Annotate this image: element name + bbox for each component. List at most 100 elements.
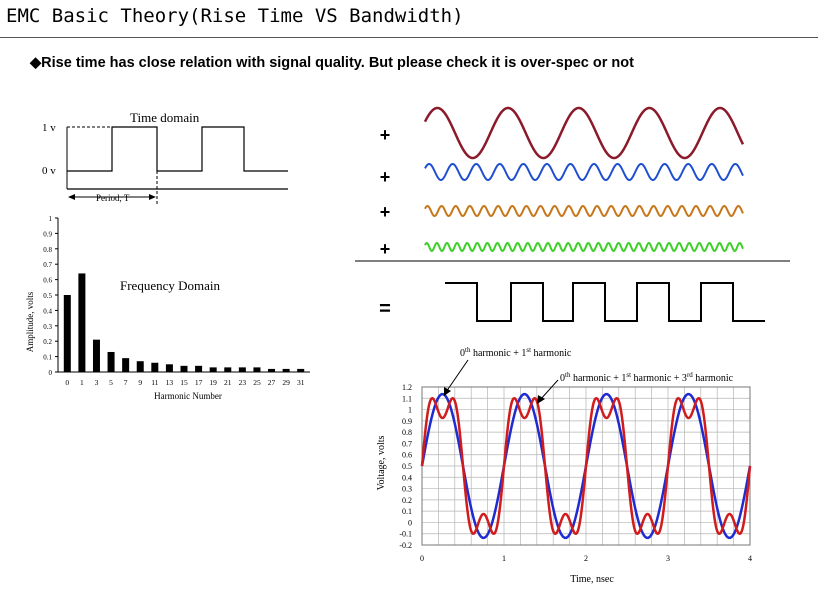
- line-chart-y-tick-label: 0.5: [402, 462, 412, 471]
- line-chart-y-tick-label: 0.2: [402, 496, 412, 505]
- bar-chart-ylabel: Amplitude, volts: [25, 291, 35, 352]
- bar-chart-x-tick-label: 5: [109, 378, 113, 387]
- period-arrow-right-icon: [149, 194, 156, 200]
- annotation-arrow-first: [445, 359, 469, 393]
- line-chart-y-tick-label: 0.7: [402, 439, 412, 448]
- bar-chart-y-tick-label: 0.6: [43, 277, 52, 285]
- harmonic-sum-figure: + + + + =: [355, 106, 790, 322]
- bar-chart-x-tick-label: 19: [209, 378, 217, 387]
- bar-chart-x-tick-label: 0: [65, 378, 69, 387]
- line-chart-y-tick-label: 0: [408, 518, 412, 527]
- bar-chart-x-tick-label: 25: [253, 378, 261, 387]
- harmonic-bar: [151, 362, 159, 372]
- line-chart-y-tick-label: 0.8: [402, 428, 412, 437]
- bar-chart-x-tick-label: 27: [268, 378, 276, 387]
- seventh-harmonic-wave: [424, 241, 744, 253]
- bar-chart-y-tick-label: 1: [49, 215, 53, 223]
- line-chart-y-tick-label: 1: [408, 406, 412, 415]
- annotation-arrowhead-first-icon: [444, 387, 451, 396]
- line-chart-x-tick-label: 1: [502, 554, 506, 563]
- line-chart-x-tick-label: 2: [584, 554, 588, 563]
- bar-chart-x-tick-label: 1: [80, 378, 84, 387]
- diamond-bullet-icon: ◆: [30, 55, 42, 71]
- line-chart-y-tick-label: 0.9: [402, 417, 412, 426]
- annotation-first-harmonic: 0th harmonic + 1st harmonic: [460, 346, 572, 359]
- bar-chart-y-tick-label: 0.3: [43, 323, 52, 331]
- fundamental-first-third-curve: [420, 396, 752, 536]
- bar-chart-y-tick-label: 0.8: [43, 246, 52, 254]
- line-chart-y-tick-label: -0.2: [399, 541, 412, 550]
- plus-sign: +: [380, 125, 391, 145]
- annotation-arrowhead-second-icon: [537, 395, 545, 404]
- harmonic-bar: [78, 273, 86, 372]
- harmonic-bar: [282, 368, 290, 372]
- bar-chart-xlabel: Harmonic Number: [154, 391, 222, 401]
- bar-chart-y-tick-label: 0: [49, 369, 53, 377]
- line-chart-y-tick-label: 0.1: [402, 507, 412, 516]
- line-chart-xlabel: Time, nsec: [570, 574, 614, 585]
- harmonic-bar: [195, 365, 203, 372]
- period-label: Period, T: [96, 193, 130, 203]
- bullet-line: ◆Rise time has close relation with signa…: [30, 55, 634, 71]
- time-domain-figure: Time domain 1 v 0 v Period, T: [42, 110, 288, 205]
- period-arrow-left-icon: [68, 194, 75, 200]
- bar-chart-x-tick-label: 21: [224, 378, 232, 387]
- bar-chart-y-tick-label: 0.9: [43, 230, 52, 238]
- line-chart-y-tick-label: 1.1: [402, 394, 412, 403]
- harmonic-bar: [180, 365, 188, 372]
- bar-chart-y-tick-label: 0.1: [43, 354, 52, 362]
- harmonic-waveform-chart: -0.2 -0.1 0 0.1 0.2 0.3 0.4 0.5 0.6 0.7 0.8 0.9 1 1.1…: [376, 346, 752, 585]
- zero-volt-label: 0 v: [42, 165, 56, 177]
- line-chart-y-tick-label: 0.3: [402, 485, 412, 494]
- bar-chart-y-tick-label: 0.5: [43, 292, 52, 300]
- bar-chart-x-tick-label: 23: [239, 378, 247, 387]
- title-divider: [0, 37, 818, 38]
- line-chart-x-tick-label: 3: [666, 554, 670, 563]
- bar-chart-x-tick-label: 13: [166, 378, 174, 387]
- square-wave: [67, 126, 288, 172]
- annotation-third-harmonic: 0th harmonic + 1st harmonic + 3rd harmon…: [560, 371, 734, 384]
- fundamental-sine-wave: [423, 106, 745, 160]
- resulting-square-wave: [445, 282, 765, 322]
- harmonic-bar: [107, 351, 115, 372]
- equals-sign: =: [379, 298, 391, 320]
- harmonic-bar: [297, 368, 305, 372]
- harmonic-bar: [136, 361, 144, 372]
- harmonic-bar: [92, 339, 100, 372]
- fifth-harmonic-wave: [424, 204, 744, 218]
- line-chart-y-tick-label: 0.4: [402, 473, 412, 482]
- bar-chart-x-tick-label: 9: [138, 378, 142, 387]
- bullet-text: Rise time has close relation with signal…: [41, 55, 634, 71]
- line-chart-y-tick-label: 1.2: [402, 383, 412, 392]
- bar-chart-y-tick-label: 0.4: [43, 307, 52, 315]
- bar-chart-y-tick-label: 0.2: [43, 338, 52, 346]
- one-volt-label: 1 v: [42, 122, 56, 134]
- line-chart-x-tick-label: 4: [748, 554, 752, 563]
- harmonic-bar: [165, 364, 173, 372]
- line-chart-ylabel: Voltage, volts: [376, 435, 387, 490]
- bar-chart-y-tick-label: 0.7: [43, 261, 52, 269]
- plus-sign: +: [380, 239, 391, 259]
- bar-chart-x-tick-label: 3: [95, 378, 99, 387]
- bar-chart-x-tick-label: 17: [195, 378, 203, 387]
- harmonic-bar: [224, 367, 232, 372]
- plus-sign: +: [380, 167, 391, 187]
- bar-chart-x-tick-label: 31: [297, 378, 305, 387]
- harmonic-bar: [63, 295, 71, 372]
- line-chart-x-tick-label: 0: [420, 554, 424, 563]
- third-harmonic-wave: [424, 162, 744, 182]
- line-chart-y-tick-label: 0.6: [402, 451, 412, 460]
- line-chart-y-tick-label: -0.1: [399, 530, 412, 539]
- slide-title: EMC Basic Theory(Rise Time VS Bandwidth): [6, 5, 464, 27]
- harmonic-bar: [209, 367, 217, 372]
- annotation-arrow-second: [539, 379, 559, 401]
- harmonic-bar: [268, 368, 276, 372]
- harmonic-bar: [122, 358, 130, 372]
- frequency-domain-chart: Frequency Domain Amplitude, volts Harmon…: [25, 215, 310, 401]
- plus-sign: +: [380, 202, 391, 222]
- frequency-domain-title: Frequency Domain: [120, 278, 221, 293]
- time-domain-label: Time domain: [130, 110, 200, 125]
- bar-chart-x-tick-label: 15: [180, 378, 188, 387]
- harmonic-bar: [238, 367, 246, 372]
- bar-chart-x-tick-label: 29: [282, 378, 290, 387]
